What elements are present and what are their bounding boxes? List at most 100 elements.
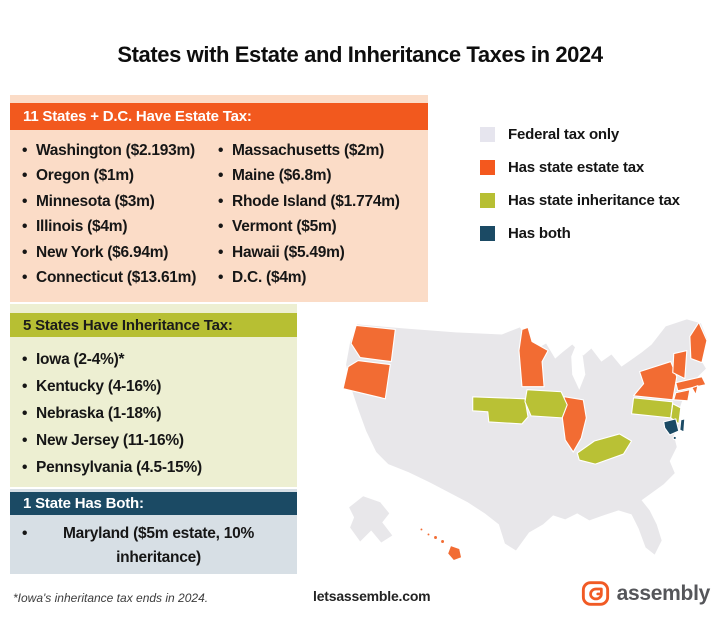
list-item-label: Iowa (2-4%)* (36, 351, 125, 368)
state-alaska (349, 496, 393, 543)
list-item: • Hawaii ($5.49m) (218, 240, 414, 265)
list-item-label: New Jersey (11-16%) (36, 432, 184, 449)
list-item: • D.C. ($4m) (218, 265, 414, 290)
state-vermont (672, 349, 688, 380)
lake-michigan (571, 346, 586, 390)
website-link[interactable]: letsassemble.com (313, 588, 431, 604)
state-minnesota (518, 326, 549, 388)
list-item: • Maine ($6.8m) (218, 163, 414, 188)
list-item: • Rhode Island ($1.774m) (218, 189, 414, 214)
inheritance-tax-swatch (480, 193, 495, 208)
list-item-label: Rhode Island ($1.774m) (232, 192, 400, 210)
list-item: • Massachusetts ($2m) (218, 138, 414, 163)
both-taxes-header: 1 State Has Both: (10, 492, 297, 515)
inheritance-tax-header: 5 States Have Inheritance Tax: (10, 313, 297, 337)
list-item-label: New York ($6.94m) (36, 243, 169, 261)
us-map (342, 319, 708, 562)
list-item: • Nebraska (1-18%) (22, 400, 297, 427)
estate-tax-header: 11 States + D.C. Have Estate Tax: (10, 103, 428, 130)
state-new-jersey (670, 403, 682, 425)
legend-label: Has both (508, 225, 571, 242)
state-iowa (524, 389, 568, 419)
assembly-logo: assembly (581, 580, 710, 607)
list-item-label: Maine ($6.8m) (232, 167, 332, 185)
state-maryland (663, 418, 686, 436)
bullet-glyph: • (22, 218, 28, 236)
list-item-label: Minnesota ($3m) (36, 192, 155, 210)
list-item: • Vermont ($5m) (218, 214, 414, 239)
list-item-label: Connecticut ($13.61m) (36, 269, 197, 287)
state-oregon (342, 360, 391, 400)
estate-tax-column-1: • Washington ($2.193m) • Oregon ($1m) • Minne… (22, 138, 218, 290)
federal-tax-swatch (480, 127, 495, 142)
legend-item-federal: Federal tax only (480, 126, 680, 143)
bullet-glyph: • (22, 525, 28, 542)
list-item-label: D.C. ($4m) (232, 269, 307, 287)
bullet-glyph: • (218, 167, 224, 185)
bullet-glyph: • (218, 192, 224, 210)
state-maryland-shore (672, 435, 677, 441)
bullet-glyph: • (22, 167, 28, 185)
list-item: • Connecticut ($13.61m) (22, 265, 218, 290)
state-kentucky (576, 433, 633, 465)
inheritance-tax-list: • Iowa (2-4%)* • Kentucky (4-16%) • Nebraska … (10, 337, 297, 481)
bullet-glyph: • (218, 269, 224, 287)
state-rhode-island (691, 385, 699, 396)
list-item: • Iowa (2-4%)* (22, 346, 297, 373)
legend-item-both: Has both (480, 225, 680, 242)
list-item-label: Pennsylvania (4.5-15%) (36, 459, 202, 476)
legend-label: Has state inheritance tax (508, 192, 680, 209)
both-taxes-panel: 1 State Has Both: • Maryland ($5m estate,… (10, 489, 297, 574)
estate-tax-column-2: • Massachusetts ($2m) • Maine ($6.8m) • Rhode… (218, 138, 414, 290)
legend-item-estate: Has state estate tax (480, 159, 680, 176)
state-pennsylvania (630, 397, 674, 419)
list-item-label: Maryland ($5m estate, 10% inheritance) (62, 525, 255, 566)
list-item-label: Washington ($2.193m) (36, 142, 195, 159)
page-title: States with Estate and Inheritance Taxes… (117, 42, 603, 67)
list-item-label: Hawaii ($5.49m) (232, 243, 345, 261)
list-item: • Oregon ($1m) (22, 163, 218, 188)
list-item: • Maryland ($5m estate, 10% inheritance) (22, 522, 297, 570)
bullet-glyph: • (22, 269, 28, 287)
bullet-glyph: • (22, 459, 28, 476)
bullet-glyph: • (218, 218, 224, 236)
list-item: • Illinois ($4m) (22, 214, 218, 239)
list-item-label: Kentucky (4-16%) (36, 378, 162, 395)
legend-label: Federal tax only (508, 126, 620, 143)
list-item: • Pennsylvania (4.5-15%) (22, 454, 297, 481)
us-mainland-silhouette (346, 319, 707, 555)
bullet-glyph: • (218, 142, 224, 159)
list-item: • New York ($6.94m) (22, 240, 218, 265)
estate-tax-swatch (480, 160, 495, 175)
state-maine (689, 321, 708, 364)
list-item-label: Nebraska (1-18%) (36, 405, 162, 422)
state-new-york (633, 361, 678, 401)
bullet-glyph: • (22, 142, 28, 159)
bullet-glyph: • (22, 405, 28, 422)
list-item-label: Massachusetts ($2m) (232, 142, 385, 159)
inheritance-tax-panel: 5 States Have Inheritance Tax: • Iowa (2-… (10, 304, 297, 487)
list-item-label: Oregon ($1m) (36, 167, 134, 185)
list-item: • Minnesota ($3m) (22, 189, 218, 214)
bullet-glyph: • (22, 351, 28, 368)
list-item: • New Jersey (11-16%) (22, 427, 297, 454)
both-taxes-list: • Maryland ($5m estate, 10% inheritance) (10, 515, 297, 570)
legend-label: Has state estate tax (508, 159, 645, 176)
list-item: • Kentucky (4-16%) (22, 373, 297, 400)
both-taxes-swatch (480, 226, 495, 241)
iowa-footnote: *Iowa's inheritance tax ends in 2024. (13, 591, 209, 605)
brand-name: assembly (616, 581, 711, 605)
state-illinois (561, 396, 587, 453)
list-item-label: Vermont ($5m) (232, 218, 337, 236)
assembly-logo-icon (581, 581, 609, 606)
list-item: • Washington ($2.193m) (22, 138, 218, 163)
bullet-glyph: • (22, 192, 28, 210)
bullet-glyph: • (22, 432, 28, 449)
estate-tax-panel: 11 States + D.C. Have Estate Tax: • Washi… (10, 95, 428, 302)
bullet-glyph: • (22, 378, 28, 395)
estate-tax-list: • Washington ($2.193m) • Oregon ($1m) • Minne… (10, 130, 428, 290)
state-massachusetts (675, 376, 707, 392)
state-hawaii (419, 527, 463, 562)
bullet-glyph: • (22, 243, 28, 261)
